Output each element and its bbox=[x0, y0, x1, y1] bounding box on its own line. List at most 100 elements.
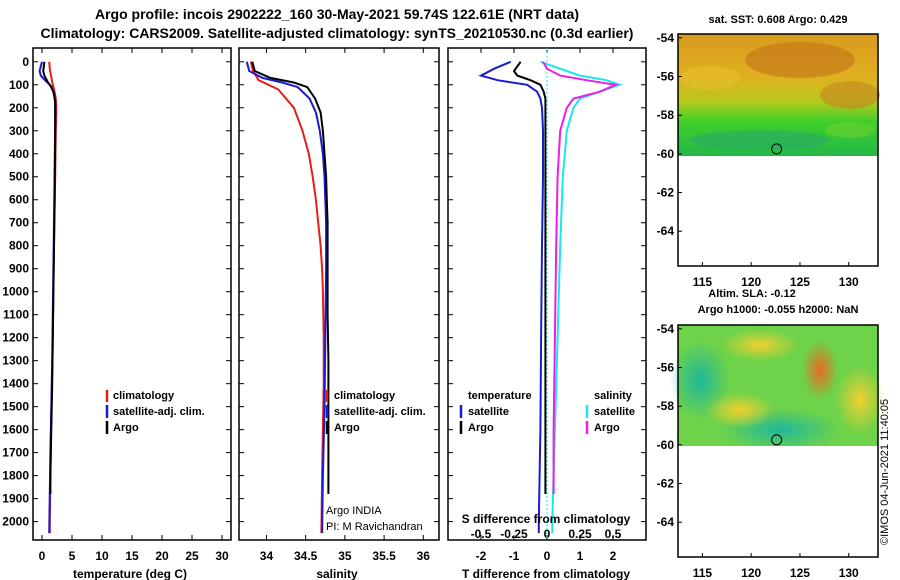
difference-legend: temperature satellite Argo salinity sate… bbox=[459, 390, 635, 434]
depth-tick-label: 300 bbox=[9, 124, 29, 138]
lon-tick-label: 120 bbox=[741, 566, 761, 580]
top-tick-label: -0.5 bbox=[471, 527, 492, 541]
argo-position-marker bbox=[771, 434, 783, 446]
lat-tick-label: -64 bbox=[657, 224, 675, 238]
difference-axis-label: T difference from climatology bbox=[462, 567, 630, 580]
sst-map-frame bbox=[677, 33, 879, 267]
top-tick-label: 0.25 bbox=[568, 527, 592, 541]
x-tick-label: 35 bbox=[338, 549, 352, 563]
legend-label-salinity-argo: Argo bbox=[594, 422, 620, 434]
lon-tick-label: 120 bbox=[741, 275, 761, 289]
depth-axis: 0 100 200 300 400 500 600 700 800 900 1000 1100 1200… bbox=[2, 55, 231, 529]
salinity-frame bbox=[238, 47, 440, 541]
legend-label-temperature-argo: Argo bbox=[468, 422, 494, 434]
salinity-difference-axis-label: S difference from climatology bbox=[462, 512, 631, 526]
difference-top-axis: -0.5-0.2500.250.5 bbox=[471, 48, 622, 541]
temperature-frame bbox=[32, 47, 232, 541]
credit-stamp: ©IMOS 04-Jun-2021 11:40:05 bbox=[879, 399, 891, 545]
series-line-temperature-satellite bbox=[478, 60, 544, 534]
depth-tick-label: 1400 bbox=[2, 377, 29, 391]
depth-tick-label: 2000 bbox=[2, 515, 29, 529]
series-line-satellite-adj-clim- bbox=[245, 61, 328, 534]
lat-tick-label: -60 bbox=[657, 147, 675, 161]
legend-label-temperature-satellite: satellite bbox=[468, 406, 509, 418]
depth-tick-label: 500 bbox=[9, 170, 29, 184]
depth-tick-label: 0 bbox=[22, 55, 29, 69]
lon-tick-label: 130 bbox=[839, 566, 859, 580]
x-tick-label: 0 bbox=[39, 549, 46, 563]
sst-no-data-area bbox=[678, 156, 878, 266]
x-tick-label: 25 bbox=[185, 549, 199, 563]
lat-tick-label: -54 bbox=[657, 31, 675, 45]
lat-tick-label: -54 bbox=[657, 322, 675, 336]
lon-tick-label: 125 bbox=[790, 566, 810, 580]
x-tick-label: 34 bbox=[260, 549, 274, 563]
depth-tick-label: 600 bbox=[9, 193, 29, 207]
depth-tick-label: 1200 bbox=[2, 331, 29, 345]
x-tick-label: 35.5 bbox=[372, 549, 396, 563]
depth-tick-label: 700 bbox=[9, 216, 29, 230]
depth-tick-label: 400 bbox=[9, 147, 29, 161]
x-tick-label: 30 bbox=[215, 549, 229, 563]
series-line-salinity-argo bbox=[542, 61, 620, 494]
x-tick-label: 20 bbox=[155, 549, 169, 563]
top-tick-label: 0.5 bbox=[605, 527, 622, 541]
x-tick-label: 15 bbox=[125, 549, 139, 563]
salinity-x-axis: 34 34.5 35 35.5 36 bbox=[260, 48, 431, 563]
sla-map-frame bbox=[677, 324, 879, 558]
lat-tick-label: -58 bbox=[657, 399, 675, 413]
salinity-panel: 34 34.5 35 35.5 36 salinity climatology sate… bbox=[238, 47, 440, 580]
lon-tick-label: 115 bbox=[693, 275, 713, 289]
lat-tick-label: -62 bbox=[657, 477, 675, 491]
depth-tick-label: 1300 bbox=[2, 354, 29, 368]
depth-tick-label: 1700 bbox=[2, 446, 29, 460]
figure-title-line2: Climatology: CARS2009. Satellite-adjuste… bbox=[41, 25, 634, 41]
depth-tick-label: 1500 bbox=[2, 400, 29, 414]
sla-no-data-area bbox=[678, 446, 878, 557]
depth-tick-label: 900 bbox=[9, 262, 29, 276]
x-tick-label: 36 bbox=[417, 549, 431, 563]
legend-title-temperature: temperature bbox=[468, 390, 532, 402]
lon-tick-label: 130 bbox=[839, 275, 859, 289]
depth-tick-label: 1800 bbox=[2, 469, 29, 483]
x-tick-label: 2 bbox=[610, 549, 617, 563]
legend-label-climatology: climatology bbox=[334, 390, 396, 402]
legend-label-satellite: satellite-adj. clim. bbox=[334, 406, 426, 418]
sst-texture bbox=[680, 42, 880, 150]
legend-label-argo: Argo bbox=[113, 422, 139, 434]
lat-tick-label: -64 bbox=[657, 515, 675, 529]
x-tick-label: -1 bbox=[509, 549, 520, 563]
difference-panel: -2 -1 0 1 2 -0.5 -0.25 0 0.25 0.5 T difference f… bbox=[447, 47, 647, 580]
sla-map-axes: -54 -56 -58 -60 -62 -64 115 120 125 130 bbox=[657, 322, 859, 580]
salinity-y-ticks bbox=[239, 61, 439, 523]
x-tick-label: 0 bbox=[544, 549, 551, 563]
salinity-lines bbox=[245, 61, 330, 534]
depth-tick-label: 1100 bbox=[3, 308, 29, 322]
sla-map-title-line2: Argo h1000: -0.055 h2000: NaN bbox=[698, 304, 859, 316]
lon-tick-label: 125 bbox=[790, 275, 810, 289]
lat-tick-label: -58 bbox=[657, 108, 675, 122]
legend-label-climatology: climatology bbox=[113, 390, 175, 402]
depth-tick-label: 1000 bbox=[2, 285, 29, 299]
sla-map: Altim. SLA: -0.12 Argo h1000: -0.055 h20… bbox=[657, 288, 885, 580]
x-tick-label: 10 bbox=[95, 549, 109, 563]
sst-map: sat. SST: 0.608 Argo: 0.429 -54 -56 -58 -60… bbox=[657, 14, 880, 289]
temperature-lines bbox=[38, 61, 58, 534]
top-tick-label: -0.25 bbox=[500, 527, 528, 541]
x-tick-label: 34.5 bbox=[294, 549, 318, 563]
difference-y-ticks bbox=[448, 61, 646, 523]
depth-tick-label: 800 bbox=[9, 239, 29, 253]
figure-title-line1: Argo profile: incois 2902222_160 30-May-… bbox=[95, 6, 579, 22]
series-line-argo bbox=[42, 61, 57, 494]
argo-position-marker bbox=[771, 143, 783, 155]
x-tick-label: 5 bbox=[69, 549, 76, 563]
lat-tick-label: -62 bbox=[657, 186, 675, 200]
temperature-panel: 0100200300400500600700800900100011001200… bbox=[2, 47, 232, 580]
sla-map-title-line1: Altim. SLA: -0.12 bbox=[708, 288, 795, 300]
depth-tick-label: 1900 bbox=[2, 492, 29, 506]
x-tick-label: -2 bbox=[476, 549, 487, 563]
temperature-axis-label: temperature (deg C) bbox=[73, 567, 187, 580]
series-line-salinity-satellite bbox=[540, 60, 623, 534]
lon-tick-label: 115 bbox=[693, 566, 713, 580]
series-line-temperature-argo bbox=[512, 61, 547, 494]
